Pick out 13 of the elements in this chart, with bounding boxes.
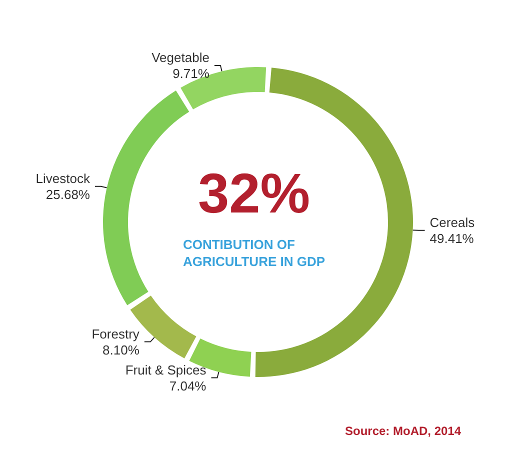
data-label: 8.10% (102, 342, 140, 358)
data-label: 9.71% (172, 66, 210, 81)
slice-label: Cereals (430, 214, 476, 230)
slice-label: Vegetable (152, 50, 210, 65)
slice-label: Forestry (92, 326, 140, 342)
data-label: 7.04% (169, 378, 207, 394)
slice-label: Livestock (36, 170, 90, 186)
text: 32% (198, 162, 310, 224)
text: CONTIBUTION OF AGRICULTURE IN GDP (182, 237, 326, 269)
data-label: 25.68% (46, 186, 90, 202)
source-note: Source: MoAD, 2014 (345, 424, 462, 438)
data-label: 49.41% (430, 230, 474, 246)
slice-label: Fruit & Spices (125, 362, 207, 378)
